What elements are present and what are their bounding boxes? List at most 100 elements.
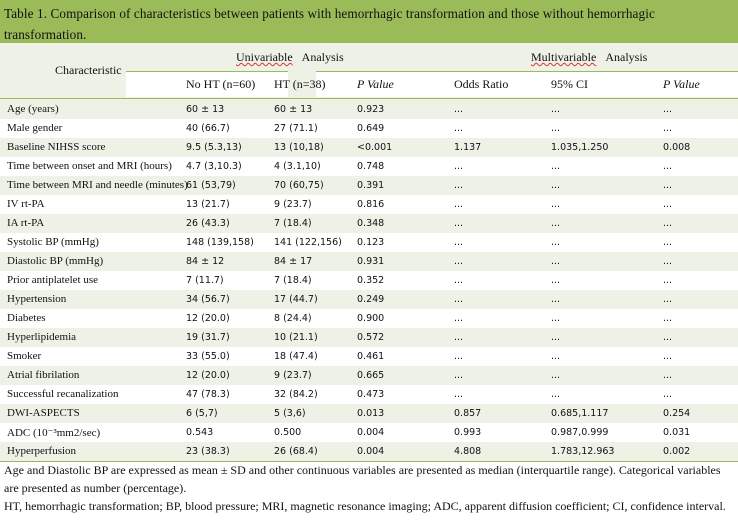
cell: 13 (10,18)	[274, 142, 324, 153]
cell: 4 (3.1,10)	[274, 161, 321, 172]
cell: 60 ± 13	[274, 104, 313, 115]
cell: ...	[454, 294, 464, 305]
row-label: Time between onset and MRI (hours)	[7, 160, 172, 172]
cell: 0.461	[357, 351, 385, 362]
table-row: Hypertension 34 (56.7) 17 (44.7) 0.249.....…	[0, 290, 738, 309]
cell: 47 (78.3)	[186, 389, 230, 400]
group-label: Univariable	[236, 50, 293, 64]
row-label: ADC (10⁻³mm2/sec)	[7, 427, 101, 439]
row-label: Diabetes	[7, 312, 46, 324]
row-label: Age (years)	[7, 103, 59, 115]
cell: 0.004	[357, 427, 385, 438]
cell: 40 (66.7)	[186, 123, 230, 134]
cell: ...	[551, 389, 561, 400]
cell: ...	[551, 237, 561, 248]
cell: 4.808	[454, 446, 482, 457]
row-label: Hyperlipidemia	[7, 331, 77, 343]
cell: ...	[663, 104, 673, 115]
row-label: Male gender	[7, 122, 63, 134]
cell: 0.987,0.999	[551, 427, 609, 438]
row-label: Smoker	[7, 350, 42, 362]
cell: ...	[663, 389, 673, 400]
cell: 7 (18.4)	[274, 218, 312, 229]
cell: ...	[663, 313, 673, 324]
cell: 0.931	[357, 256, 385, 267]
cell: 1.035,1.250	[551, 142, 609, 153]
table-row: Systolic BP (mmHg) 148 (139,158) 141 (122,…	[0, 233, 738, 252]
table-row: Successful recanalization 47 (78.3) 32 (84…	[0, 385, 738, 404]
row-label: Prior antiplatelet use	[7, 274, 99, 286]
cell: 4.7 (3,10.3)	[186, 161, 242, 172]
cell: 0.004	[357, 446, 385, 457]
cell: ...	[663, 332, 673, 343]
row-label: Diastolic BP (mmHg)	[7, 255, 104, 267]
cell: 84 ± 17	[274, 256, 313, 267]
cell: 32 (84.2)	[274, 389, 318, 400]
cell: <0.001	[357, 142, 393, 153]
cell: ...	[663, 370, 673, 381]
divider	[316, 71, 738, 72]
cell: ...	[551, 351, 561, 362]
cell: 0.900	[357, 313, 385, 324]
cell: ...	[663, 294, 673, 305]
header-bg	[316, 72, 738, 97]
cell: 19 (31.7)	[186, 332, 230, 343]
cell: 6 (5,7)	[186, 408, 218, 419]
cell: 0.816	[357, 199, 385, 210]
cell: 7 (11.7)	[186, 275, 224, 286]
cell: ...	[551, 123, 561, 134]
row-label: Hyperperfusion	[7, 445, 77, 457]
col-ht: HT (n=38)	[274, 77, 326, 91]
cell: ...	[663, 275, 673, 286]
row-label: Systolic BP (mmHg)	[7, 236, 99, 248]
cell: 148 (139,158)	[186, 237, 254, 248]
divider	[0, 461, 738, 462]
cell: ...	[454, 161, 464, 172]
cell: 0.473	[357, 389, 385, 400]
table-row: Atrial fibrilation 12 (20.0) 9 (23.7) 0.665…	[0, 366, 738, 385]
cell: ...	[551, 161, 561, 172]
cell: ...	[663, 218, 673, 229]
cell: 0.008	[663, 142, 691, 153]
group-univariable: Univariable Analysis	[236, 50, 344, 65]
cell: 0.685,1.117	[551, 408, 609, 419]
cell: 18 (47.4)	[274, 351, 318, 362]
cell: ...	[663, 237, 673, 248]
cell: ...	[551, 294, 561, 305]
cell: ...	[454, 104, 464, 115]
cell: ...	[551, 275, 561, 286]
cell: 34 (56.7)	[186, 294, 230, 305]
cell: 84 ± 12	[186, 256, 225, 267]
cell: 0.031	[663, 427, 691, 438]
cell: 0.123	[357, 237, 385, 248]
cell: 9 (23.7)	[274, 199, 312, 210]
cell: 0.500	[274, 427, 302, 438]
cell: 17 (44.7)	[274, 294, 318, 305]
cell: ...	[663, 161, 673, 172]
table-row: Baseline NIHSS score 9.5 (5.3,13) 13 (10,1…	[0, 138, 738, 157]
cell: 0.391	[357, 180, 385, 191]
cell: 1.783,12.963	[551, 446, 615, 457]
cell: 0.254	[663, 408, 691, 419]
row-label: Baseline NIHSS score	[7, 141, 106, 153]
cell: ...	[454, 180, 464, 191]
table-row: Diastolic BP (mmHg) 84 ± 12 84 ± 17 0.931..…	[0, 252, 738, 271]
cell: 0.543	[186, 427, 214, 438]
cell: 0.352	[357, 275, 385, 286]
cell: 5 (3,6)	[274, 408, 306, 419]
cell: ...	[454, 370, 464, 381]
cell: 60 ± 13	[186, 104, 225, 115]
group-label: Multivariable	[531, 50, 597, 64]
table-row: IA rt-PA 26 (43.3) 7 (18.4) 0.348.........	[0, 214, 738, 233]
cell: 10 (21.1)	[274, 332, 318, 343]
cell: 12 (20.0)	[186, 370, 230, 381]
row-label: Successful recanalization	[7, 388, 119, 400]
table-row: Male gender 40 (66.7) 27 (71.1) 0.649......…	[0, 119, 738, 138]
table-row: Hyperperfusion 23 (38.3) 26 (68.4) 0.004 4.8…	[0, 442, 738, 461]
cell: ...	[454, 313, 464, 324]
col-p-value-multi: P Value	[663, 77, 700, 91]
cell: ...	[454, 332, 464, 343]
table-row: IV rt-PA 13 (21.7) 9 (23.7) 0.816.........	[0, 195, 738, 214]
cell: ...	[551, 313, 561, 324]
cell: 13 (21.7)	[186, 199, 230, 210]
